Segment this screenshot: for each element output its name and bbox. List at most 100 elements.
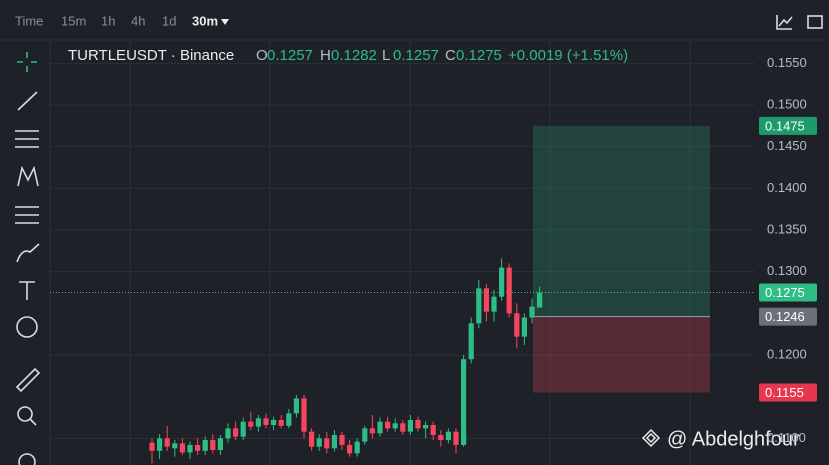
crosshair-tool[interactable] [17, 52, 37, 72]
text-tool[interactable] [19, 281, 35, 300]
candle-body [529, 306, 535, 318]
candle-body [354, 441, 360, 454]
candle-body [407, 420, 413, 432]
y-tick-label: 0.1100 [767, 430, 806, 445]
y-tick-label: 0.1300 [767, 263, 807, 278]
ohlc-value: 0.1275 [456, 47, 502, 64]
candle-body [385, 421, 391, 429]
price-tag-label: 0.1155 [765, 385, 804, 400]
y-tick-label: 0.1450 [767, 138, 807, 153]
top-icons [776, 15, 823, 30]
interval-tab[interactable]: 1h [101, 13, 115, 28]
price-tag [759, 307, 817, 326]
interval-tab[interactable]: 4h [131, 13, 145, 28]
candle-body [263, 418, 269, 425]
y-tick-label: 0.1350 [767, 221, 807, 236]
candle-body [476, 288, 482, 324]
candle-body [225, 428, 231, 439]
candle-body [293, 398, 299, 414]
candle-body [499, 267, 505, 297]
candle-body [172, 443, 178, 449]
measure-lines-tool[interactable] [15, 206, 39, 224]
watermark: @ Abdelghfour [641, 428, 800, 450]
candle-body [430, 425, 436, 435]
candle-body [271, 420, 277, 425]
candle-body [210, 440, 216, 450]
take-profit-zone [533, 125, 710, 317]
candle-body [445, 431, 451, 440]
ohlc-value: 0.1257 [267, 47, 313, 64]
candle-body [453, 431, 459, 445]
interval-tab[interactable]: 15m [61, 13, 86, 28]
candle-body [483, 288, 489, 312]
candle-body [392, 423, 398, 429]
drawing-tools [15, 52, 41, 465]
brush-tool[interactable] [16, 243, 40, 263]
price-tag [759, 116, 817, 135]
ohlc-key: L [382, 47, 390, 64]
emoji-tool[interactable] [16, 316, 38, 338]
interval-tabs: Time 15m 1h 4h 1d 30m [15, 13, 229, 28]
candle-body [316, 438, 322, 447]
candle-body [438, 435, 444, 440]
candle-body [233, 428, 239, 437]
y-tick-label: 0.1400 [767, 180, 807, 195]
ruler-tool[interactable] [15, 367, 41, 393]
candle-body [157, 438, 163, 451]
ohlc-key: C [445, 47, 456, 64]
interval-tab[interactable]: 1d [162, 13, 176, 28]
candle-body [521, 317, 527, 337]
candle-body [217, 438, 223, 450]
y-tick-label: 0.1200 [767, 346, 807, 361]
candle-body [202, 440, 208, 451]
candle-body [195, 445, 201, 451]
candle-body [255, 418, 261, 427]
candle-body [461, 359, 467, 445]
candle-body [468, 323, 474, 360]
candle-body [369, 428, 375, 434]
price-tag [759, 283, 817, 302]
candle-body [537, 292, 543, 308]
price-tag-label: 0.1246 [765, 309, 805, 324]
dropdown-arrow[interactable] [221, 19, 229, 25]
candle-body [423, 425, 429, 429]
settings-icon[interactable] [807, 15, 823, 29]
candle-body [286, 413, 292, 426]
candle-body [415, 420, 421, 429]
interval-tab-active[interactable]: 30m [192, 13, 218, 28]
ohlc-value: 0.1282 [331, 47, 377, 64]
y-tick-label: 0.1500 [767, 96, 807, 111]
ohlc-key: O [256, 47, 268, 64]
candle-body [301, 398, 307, 432]
candle-body [278, 420, 284, 426]
interval-tab[interactable]: Time [15, 13, 43, 28]
candle-body [506, 267, 512, 314]
candle-body [179, 443, 185, 453]
watermark-text: @ Abdelghfour [667, 428, 800, 450]
ohlc-value: 0.1257 [393, 47, 439, 64]
candle-body [377, 421, 383, 434]
candle-body [240, 421, 246, 437]
candle-body [324, 438, 330, 449]
candle-body [491, 296, 497, 312]
candle-body [248, 421, 254, 427]
y-tick-label: 0.1550 [767, 55, 807, 70]
price-tag-label: 0.1475 [765, 118, 805, 133]
change: +0.0019 (+1.51%) [508, 47, 628, 64]
stop-loss-zone [533, 316, 710, 393]
fib-tool[interactable] [15, 130, 39, 148]
candle-body [339, 435, 345, 445]
line-tool[interactable] [17, 91, 38, 111]
legend: TURTLEUSDT · Binance O 0.1257 H 0.1282 L… [68, 47, 628, 64]
time-grid [129, 40, 691, 465]
candle-body [331, 435, 337, 449]
magnet-tool[interactable] [18, 453, 36, 465]
pattern-tool[interactable] [17, 165, 39, 187]
candle-body [164, 438, 170, 447]
symbol-title: TURTLEUSDT · Binance [68, 47, 234, 64]
candle-body [187, 445, 193, 453]
zoom-tool[interactable] [17, 406, 33, 422]
indicator-icon[interactable] [776, 15, 793, 30]
